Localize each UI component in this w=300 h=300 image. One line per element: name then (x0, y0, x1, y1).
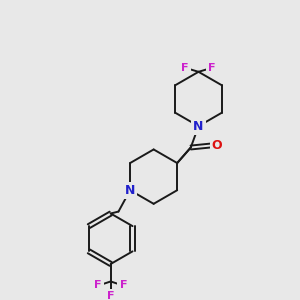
Text: N: N (193, 120, 204, 133)
Text: F: F (94, 280, 102, 290)
Text: F: F (181, 63, 189, 73)
Text: N: N (125, 184, 135, 197)
Text: F: F (208, 63, 216, 73)
Text: F: F (107, 291, 114, 300)
Text: F: F (120, 280, 127, 290)
Text: O: O (212, 139, 222, 152)
